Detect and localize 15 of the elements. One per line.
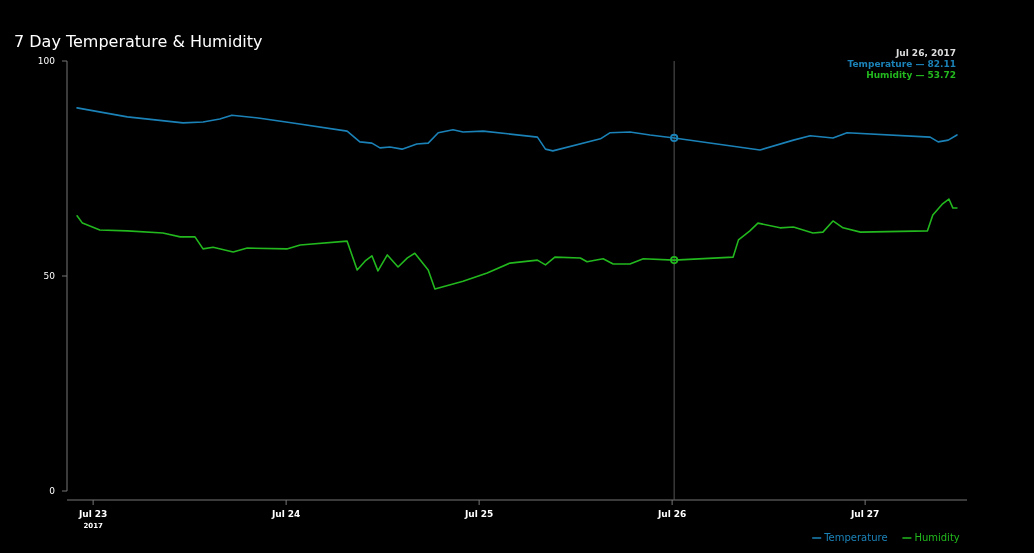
x-tick-label: Jul 26: [656, 509, 687, 519]
y-tick-label: 100: [37, 56, 56, 66]
line-series: [76, 198, 958, 290]
x-tick-label: Jul 25: [463, 509, 494, 519]
legend-label: Temperature: [823, 532, 888, 543]
x-tick-label: Jul 24: [270, 509, 301, 519]
text: Jul 26, 2017: [894, 48, 956, 58]
y-tick-label: 50: [43, 271, 56, 281]
x-tick-label: Jul 27: [849, 509, 880, 519]
line-series: [76, 107, 958, 152]
legend-label: Humidity: [914, 532, 960, 543]
chart-title: 7 Day Temperature & Humidity: [14, 32, 263, 51]
annotation: Humidity — 53.72: [866, 70, 956, 80]
annotation: Temperature — 82.11: [847, 59, 956, 69]
y-tick-label: 0: [49, 486, 56, 496]
